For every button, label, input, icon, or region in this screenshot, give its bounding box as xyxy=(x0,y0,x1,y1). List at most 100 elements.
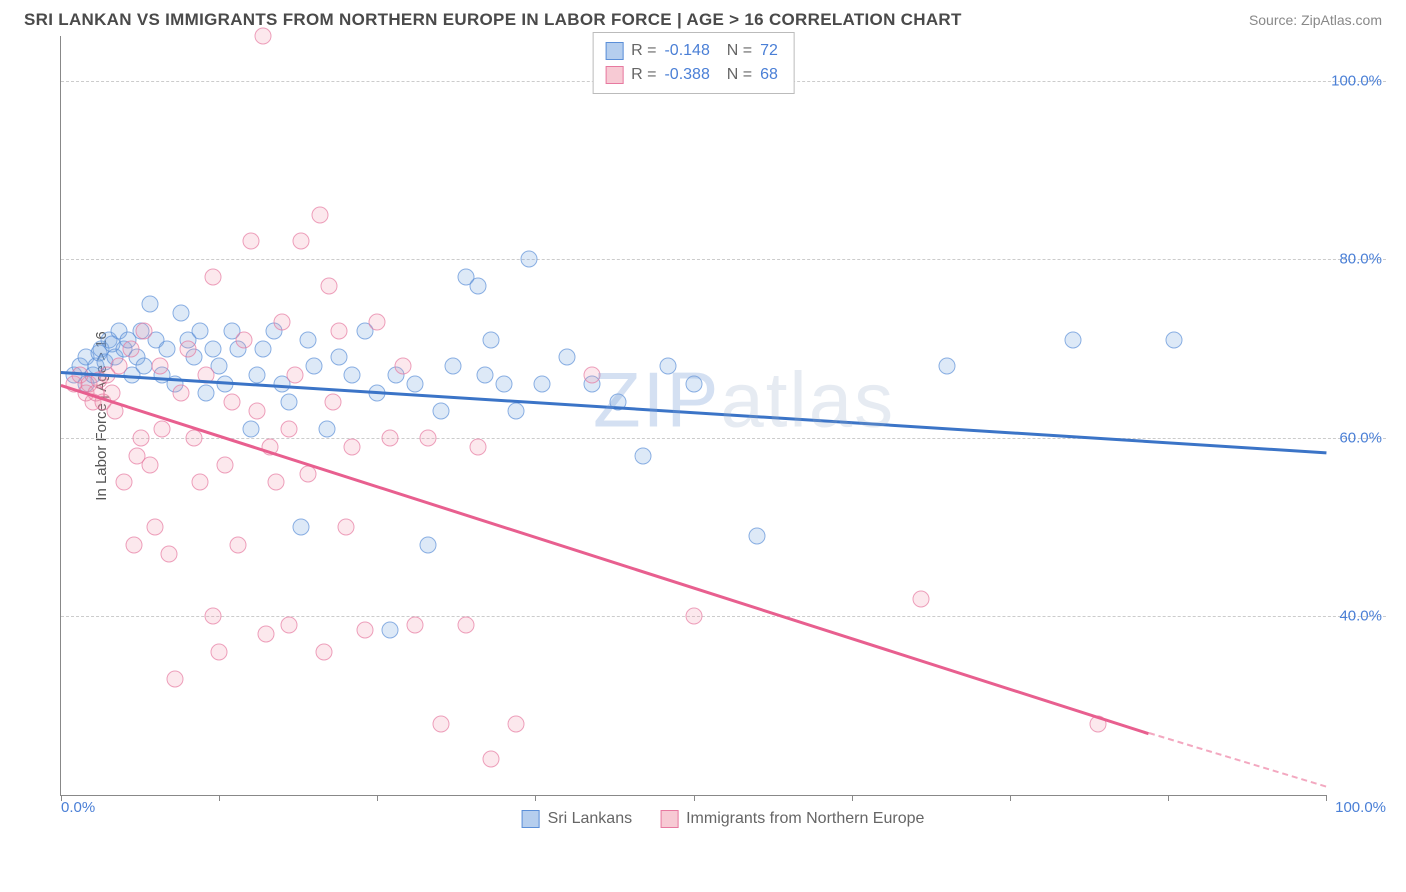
data-point xyxy=(173,385,190,402)
data-point xyxy=(141,295,158,312)
x-tick xyxy=(1326,795,1327,801)
legend-item-pink: Immigrants from Northern Europe xyxy=(660,810,924,828)
data-point xyxy=(419,429,436,446)
data-point xyxy=(179,340,196,357)
data-point xyxy=(192,474,209,491)
data-point xyxy=(457,617,474,634)
data-point xyxy=(533,376,550,393)
legend-swatch-blue xyxy=(605,42,623,60)
data-point xyxy=(116,474,133,491)
x-tick xyxy=(61,795,62,801)
data-point xyxy=(559,349,576,366)
data-point xyxy=(685,376,702,393)
data-point xyxy=(192,322,209,339)
data-point xyxy=(337,519,354,536)
data-point xyxy=(470,438,487,455)
y-tick-label: 40.0% xyxy=(1326,608,1382,625)
data-point xyxy=(159,340,176,357)
watermark: ZIPatlas xyxy=(593,355,895,446)
data-point xyxy=(331,322,348,339)
data-point xyxy=(407,617,424,634)
data-point xyxy=(249,403,266,420)
legend-stats-row-blue: R = -0.148 N = 72 xyxy=(605,39,778,63)
data-point xyxy=(132,429,149,446)
data-point xyxy=(255,340,272,357)
data-point xyxy=(146,519,163,536)
data-point xyxy=(236,331,253,348)
data-point xyxy=(211,644,228,661)
data-point xyxy=(198,385,215,402)
data-point xyxy=(204,608,221,625)
data-point xyxy=(381,621,398,638)
data-point xyxy=(293,519,310,536)
data-point xyxy=(1166,331,1183,348)
y-tick-label: 100.0% xyxy=(1326,72,1382,89)
x-tick xyxy=(377,795,378,801)
y-tick-label: 80.0% xyxy=(1326,251,1382,268)
gridline xyxy=(61,259,1386,260)
plot-area: ZIPatlas In Labor Force | Age > 16 R = -… xyxy=(60,36,1326,796)
data-point xyxy=(111,358,128,375)
data-point xyxy=(470,278,487,295)
data-point xyxy=(394,358,411,375)
data-point xyxy=(141,456,158,473)
data-point xyxy=(185,429,202,446)
x-tick xyxy=(852,795,853,801)
data-point xyxy=(255,28,272,45)
legend-swatch-blue-icon xyxy=(522,810,540,828)
data-point xyxy=(381,429,398,446)
data-point xyxy=(445,358,462,375)
data-point xyxy=(166,670,183,687)
data-point xyxy=(306,358,323,375)
data-point xyxy=(495,376,512,393)
data-point xyxy=(318,420,335,437)
data-point xyxy=(432,403,449,420)
data-point xyxy=(204,269,221,286)
data-point xyxy=(331,349,348,366)
data-point xyxy=(508,715,525,732)
x-tick xyxy=(694,795,695,801)
data-point xyxy=(634,447,651,464)
data-point xyxy=(204,340,221,357)
x-tick xyxy=(219,795,220,801)
data-point xyxy=(321,278,338,295)
data-point xyxy=(122,340,139,357)
data-point xyxy=(154,420,171,437)
data-point xyxy=(151,358,168,375)
data-point xyxy=(483,331,500,348)
data-point xyxy=(173,304,190,321)
data-point xyxy=(483,751,500,768)
x-tick xyxy=(535,795,536,801)
data-point xyxy=(299,331,316,348)
data-point xyxy=(521,251,538,268)
data-point xyxy=(584,367,601,384)
x-axis-min: 0.0% xyxy=(61,799,95,816)
data-point xyxy=(356,621,373,638)
x-tick xyxy=(1168,795,1169,801)
data-point xyxy=(217,456,234,473)
legend-item-blue: Sri Lankans xyxy=(522,810,633,828)
data-point xyxy=(1065,331,1082,348)
data-point xyxy=(324,394,341,411)
legend-swatch-pink-icon xyxy=(660,810,678,828)
source-label: Source: ZipAtlas.com xyxy=(1249,12,1382,28)
chart-container: ZIPatlas In Labor Force | Age > 16 R = -… xyxy=(60,36,1386,836)
data-point xyxy=(748,528,765,545)
legend-stats: R = -0.148 N = 72 R = -0.388 N = 68 xyxy=(592,32,795,94)
data-point xyxy=(136,322,153,339)
data-point xyxy=(312,206,329,223)
gridline xyxy=(61,438,1386,439)
data-point xyxy=(287,367,304,384)
data-point xyxy=(280,420,297,437)
data-point xyxy=(369,313,386,330)
data-point xyxy=(257,626,274,643)
data-point xyxy=(685,608,702,625)
data-point xyxy=(249,367,266,384)
data-point xyxy=(280,617,297,634)
data-point xyxy=(419,536,436,553)
trend-line xyxy=(1149,733,1327,788)
data-point xyxy=(268,474,285,491)
y-tick-label: 60.0% xyxy=(1326,429,1382,446)
data-point xyxy=(242,233,259,250)
data-point xyxy=(293,233,310,250)
